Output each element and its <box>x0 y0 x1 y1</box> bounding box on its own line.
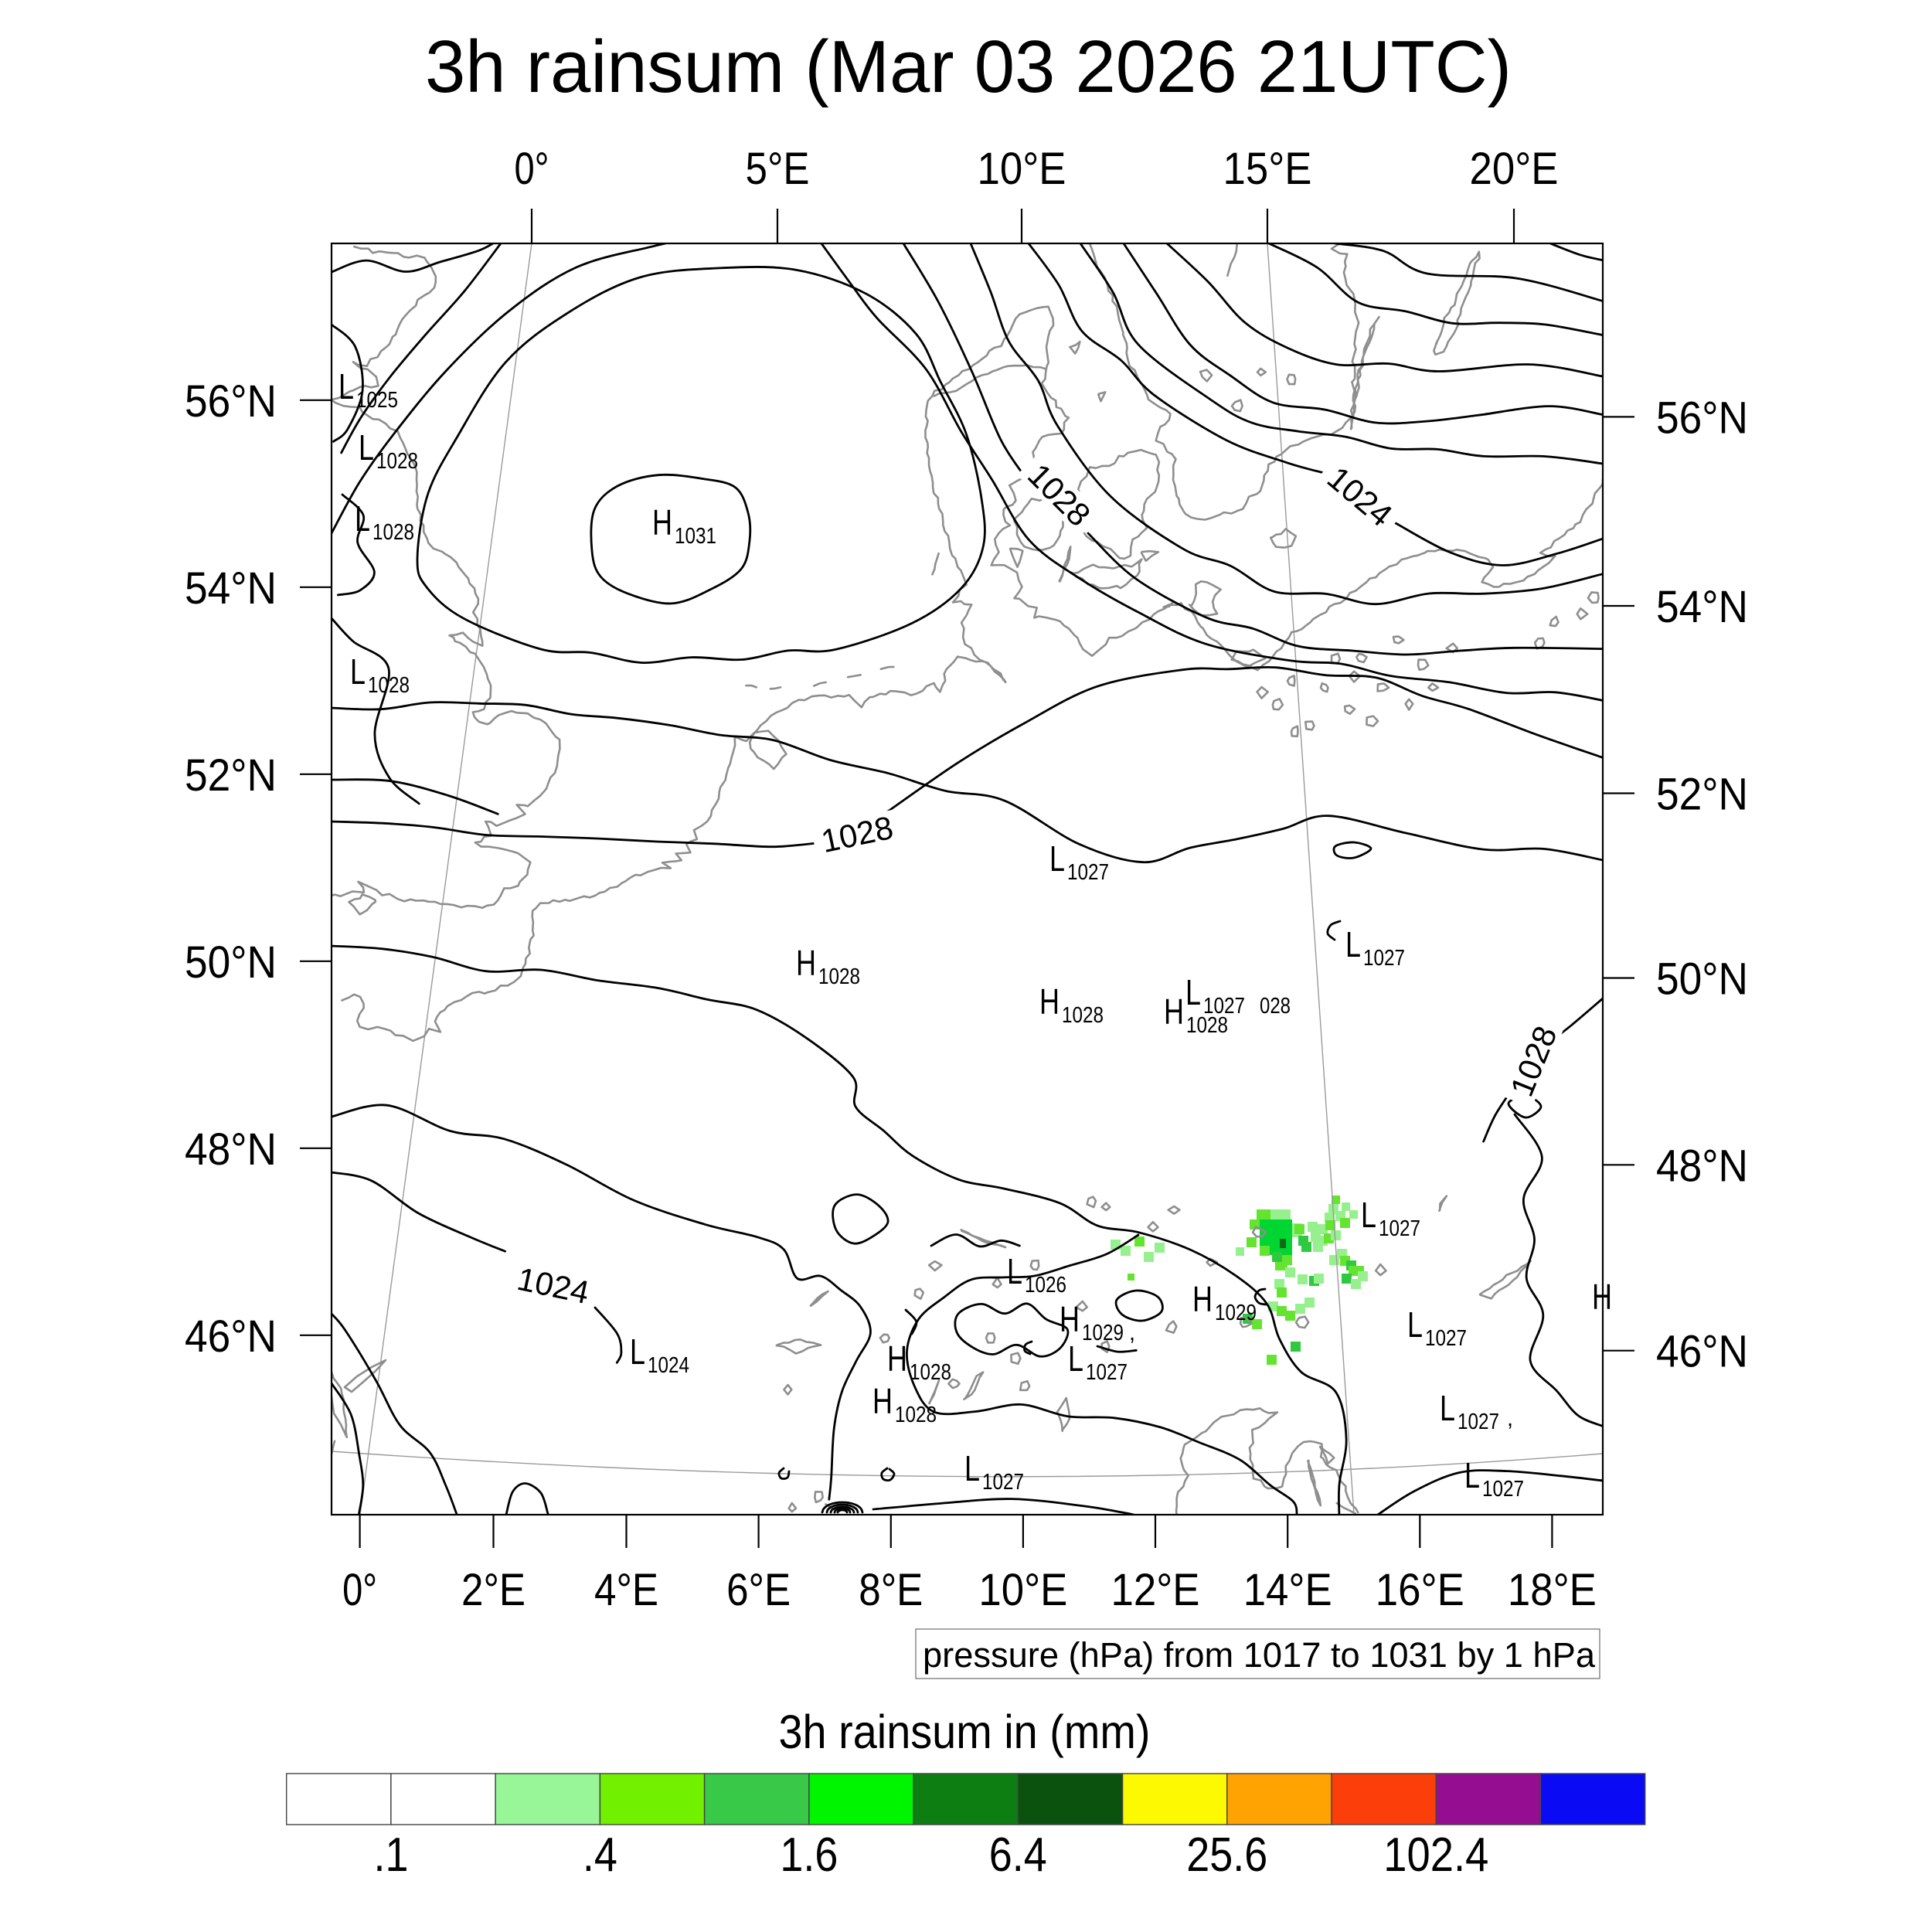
svg-text:14°E: 14°E <box>1243 1565 1332 1615</box>
svg-text:6°E: 6°E <box>726 1565 791 1615</box>
svg-text:1027: 1027 <box>1425 1326 1467 1351</box>
svg-text:15°E: 15°E <box>1223 144 1312 194</box>
svg-text:56°N: 56°N <box>1656 393 1748 443</box>
svg-text:L: L <box>1440 1388 1455 1428</box>
svg-text:1028: 1028 <box>1062 1003 1104 1028</box>
svg-text:56°N: 56°N <box>185 376 277 427</box>
svg-text:L: L <box>1407 1304 1423 1345</box>
svg-text:54°N: 54°N <box>1656 582 1748 632</box>
svg-text:1027: 1027 <box>1482 1477 1524 1502</box>
svg-text:1028: 1028 <box>376 449 418 474</box>
svg-text:1027: 1027 <box>982 1470 1024 1495</box>
svg-text:,: , <box>1129 1321 1135 1345</box>
svg-text:1027: 1027 <box>1458 1410 1499 1434</box>
svg-text:2°E: 2°E <box>461 1565 526 1615</box>
svg-text:8°E: 8°E <box>859 1565 923 1615</box>
svg-text:1028: 1028 <box>372 520 414 545</box>
svg-text:6.4: 6.4 <box>989 1828 1047 1882</box>
svg-text:1026: 1026 <box>1025 1273 1066 1298</box>
svg-text:20°E: 20°E <box>1470 144 1559 194</box>
svg-text:52°N: 52°N <box>185 750 277 801</box>
svg-text:028: 028 <box>1260 994 1291 1019</box>
svg-text:50°N: 50°N <box>185 937 277 988</box>
svg-text:1028: 1028 <box>895 1403 937 1427</box>
svg-text:L: L <box>350 651 366 692</box>
svg-text:L: L <box>359 427 374 468</box>
svg-text:4°E: 4°E <box>594 1565 658 1615</box>
svg-text:1027: 1027 <box>1086 1360 1128 1385</box>
svg-text:1027: 1027 <box>1363 946 1405 971</box>
svg-text:pressure (hPa) from 1017 to 10: pressure (hPa) from 1017 to 1031 by 1 hP… <box>923 1635 1596 1675</box>
svg-text:L: L <box>964 1448 980 1488</box>
svg-text:54°N: 54°N <box>185 563 277 614</box>
svg-text:52°N: 52°N <box>1656 770 1748 820</box>
svg-text:H: H <box>1060 1299 1080 1339</box>
svg-text:1027: 1027 <box>1379 1216 1420 1241</box>
svg-text:H: H <box>872 1381 893 1421</box>
svg-text:1027: 1027 <box>1203 994 1245 1019</box>
svg-text:,: , <box>1507 1406 1513 1431</box>
svg-text:L: L <box>1464 1455 1480 1495</box>
svg-text:.1: .1 <box>374 1828 409 1882</box>
svg-text:1025: 1025 <box>356 388 398 413</box>
svg-text:H: H <box>1164 992 1184 1032</box>
svg-text:L: L <box>338 366 354 406</box>
svg-text:1031: 1031 <box>675 524 716 549</box>
svg-text:L: L <box>630 1332 645 1372</box>
svg-text:L: L <box>1361 1195 1376 1235</box>
svg-text:16°E: 16°E <box>1376 1565 1464 1615</box>
svg-text:12°E: 12°E <box>1111 1565 1200 1615</box>
svg-text:L: L <box>1068 1338 1083 1379</box>
svg-text:1028: 1028 <box>368 673 410 698</box>
svg-text:25.6: 25.6 <box>1186 1828 1267 1882</box>
svg-text:L: L <box>1185 972 1201 1012</box>
svg-text:1024: 1024 <box>648 1353 689 1378</box>
svg-text:10°E: 10°E <box>978 1565 1067 1615</box>
svg-text:.4: .4 <box>583 1828 617 1882</box>
svg-text:5°E: 5°E <box>746 144 810 194</box>
svg-text:L: L <box>1007 1251 1022 1291</box>
svg-text:1027: 1027 <box>1067 860 1109 885</box>
svg-text:48°N: 48°N <box>1656 1141 1748 1191</box>
svg-text:102.4: 102.4 <box>1383 1828 1488 1882</box>
svg-text:3h rainsum (Mar 03 2026 21UTC): 3h rainsum (Mar 03 2026 21UTC) <box>425 26 1512 108</box>
svg-text:1029: 1029 <box>1215 1301 1257 1325</box>
svg-text:46°N: 46°N <box>1656 1327 1748 1377</box>
svg-text:H: H <box>1592 1277 1612 1317</box>
svg-text:L: L <box>355 498 370 539</box>
svg-text:H: H <box>796 943 816 983</box>
svg-text:L: L <box>1345 924 1361 964</box>
svg-text:18°E: 18°E <box>1508 1565 1597 1615</box>
svg-text:46°N: 46°N <box>185 1311 277 1362</box>
svg-text:3h rainsum in (mm): 3h rainsum in (mm) <box>779 1706 1151 1758</box>
svg-text:10°E: 10°E <box>978 144 1066 194</box>
svg-text:0°: 0° <box>515 144 549 194</box>
svg-text:50°N: 50°N <box>1656 954 1748 1005</box>
svg-text:H: H <box>1039 981 1060 1022</box>
svg-text:1028: 1028 <box>818 964 860 989</box>
svg-text:1028: 1028 <box>910 1360 951 1385</box>
svg-text:0°: 0° <box>342 1565 377 1615</box>
svg-text:1028: 1028 <box>1186 1013 1228 1038</box>
svg-text:1029: 1029 <box>1082 1321 1124 1345</box>
svg-text:1.6: 1.6 <box>780 1828 838 1882</box>
svg-text:H: H <box>1192 1279 1213 1319</box>
svg-text:48°N: 48°N <box>185 1124 277 1175</box>
svg-text:L: L <box>1049 838 1065 879</box>
svg-text:H: H <box>887 1338 907 1379</box>
svg-text:H: H <box>652 502 672 543</box>
